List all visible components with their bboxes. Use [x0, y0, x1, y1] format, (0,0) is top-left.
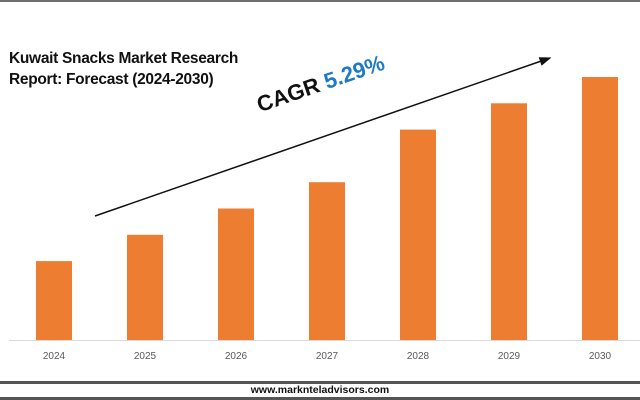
x-tick-label: 2028	[407, 351, 430, 362]
footer-divider-bottom	[0, 397, 640, 400]
x-tick-label: 2029	[498, 351, 521, 362]
x-tick-label: 2026	[225, 351, 248, 362]
bar-2030	[582, 77, 618, 340]
x-tick-label: 2027	[316, 351, 339, 362]
bar-2027	[309, 182, 345, 340]
bar-2026	[218, 208, 254, 340]
bar-2024	[36, 261, 72, 340]
chart-title: Kuwait Snacks Market Research Report: Fo…	[9, 48, 238, 90]
x-tick-label: 2025	[134, 351, 157, 362]
bar-chart: 2024 2025 2026 2027 2028 2029 2030	[9, 57, 640, 362]
bar-2025	[127, 234, 163, 340]
title-line-2: Report: Forecast (2024-2030)	[9, 71, 214, 88]
footer-url: www.marknteladvisors.com	[250, 384, 390, 396]
bar-2028	[400, 129, 436, 340]
x-tick-label: 2024	[43, 351, 66, 362]
top-border	[0, 0, 640, 2]
title-line-1: Kuwait Snacks Market Research	[9, 50, 239, 67]
footer-divider-top	[0, 381, 640, 384]
bar-2029	[491, 103, 527, 340]
trend-arrow	[94, 57, 552, 217]
x-tick-label: 2030	[589, 351, 612, 362]
